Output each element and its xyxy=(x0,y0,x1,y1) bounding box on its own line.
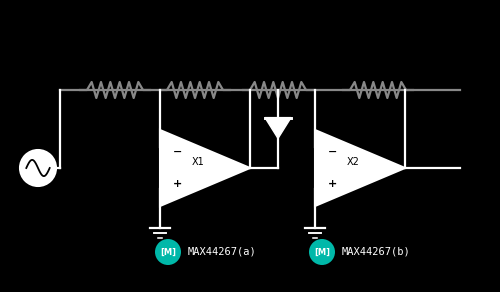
Polygon shape xyxy=(160,130,250,206)
Text: [M]: [M] xyxy=(160,248,176,256)
Text: −: − xyxy=(172,147,182,157)
Text: +: + xyxy=(172,179,182,189)
Text: X1: X1 xyxy=(192,157,204,167)
Polygon shape xyxy=(315,130,405,206)
Text: [M]: [M] xyxy=(314,248,330,256)
Text: MAX44267(b): MAX44267(b) xyxy=(342,247,411,257)
Circle shape xyxy=(155,239,181,265)
Circle shape xyxy=(20,150,56,186)
Polygon shape xyxy=(265,118,291,138)
Text: −: − xyxy=(328,147,337,157)
Circle shape xyxy=(309,239,335,265)
Text: +: + xyxy=(328,179,336,189)
Text: MAX44267(a): MAX44267(a) xyxy=(188,247,257,257)
Text: X2: X2 xyxy=(347,157,360,167)
